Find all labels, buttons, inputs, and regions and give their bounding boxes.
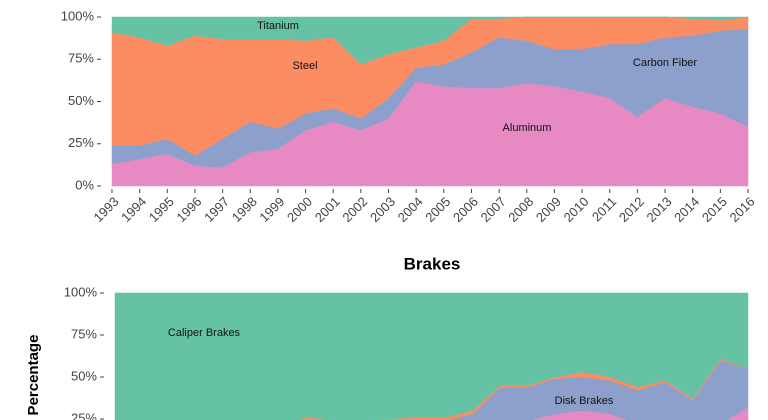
y-tick-label: 75%	[71, 326, 97, 341]
x-tick-label: 2004	[395, 194, 426, 225]
area	[111, 16, 749, 65]
x-tick-label: 2016	[726, 194, 757, 225]
x-tick-label: 2006	[450, 194, 481, 225]
area-label: Titanium	[257, 20, 299, 32]
area	[446, 359, 749, 420]
x-tick-label: 2009	[533, 194, 564, 225]
x-tick-label: 1993	[90, 194, 121, 225]
x-tick-label: 1997	[201, 194, 232, 225]
x-tick-label: 2010	[561, 194, 592, 225]
area-label: Aluminum	[503, 122, 552, 134]
y-tick-label: 100%	[61, 8, 95, 23]
area-label: Caliper Brakes	[168, 327, 241, 339]
area-label: Carbon Fiber	[633, 57, 698, 69]
y-tick-label: 25%	[71, 410, 97, 420]
x-tick-label: 2011	[589, 194, 619, 224]
x-tick-label: 2003	[367, 194, 398, 225]
x-tick-label: 1994	[118, 194, 149, 225]
x-tick-label: 2014	[671, 194, 702, 225]
x-tick-label: 1995	[146, 194, 177, 225]
x-tick-label: 2013	[644, 194, 675, 225]
x-tick-label: 2000	[284, 194, 315, 225]
x-tick-label: 2007	[478, 194, 509, 225]
chart-title: Brakes	[404, 254, 461, 273]
area	[529, 406, 749, 420]
x-tick-label: 2012	[616, 194, 647, 225]
x-tick-label: 1998	[229, 194, 260, 225]
x-tick-label: 2005	[422, 194, 453, 225]
y-tick-label: 0%	[75, 177, 94, 192]
y-axis-label: Percentage	[25, 335, 42, 416]
y-tick-label: 75%	[68, 51, 94, 66]
area-label: Steel	[292, 60, 317, 72]
y-tick-label: 50%	[71, 368, 97, 383]
x-tick-label: 2015	[699, 194, 730, 225]
x-tick-label: 2001	[312, 194, 343, 225]
area	[295, 358, 749, 420]
y-tick-label: 25%	[68, 135, 94, 150]
x-tick-label: 1999	[256, 194, 287, 225]
x-tick-label: 2002	[339, 194, 370, 225]
y-tick-label: 100%	[64, 284, 98, 299]
area-label: Disk Brakes	[555, 395, 614, 407]
x-tick-label: 1996	[173, 194, 204, 225]
x-tick-label: 2008	[505, 194, 536, 225]
y-tick-label: 50%	[68, 93, 94, 108]
area	[114, 292, 749, 420]
